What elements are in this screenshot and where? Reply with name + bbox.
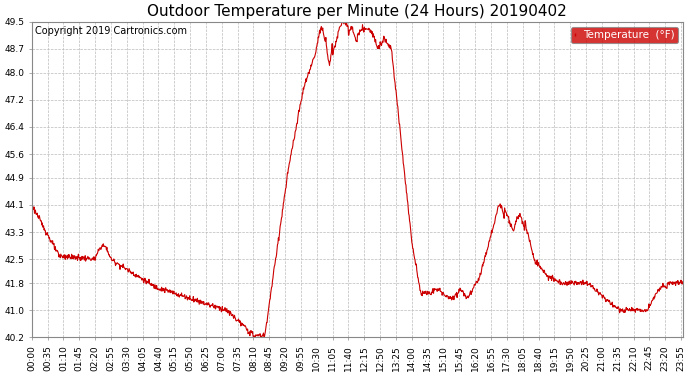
Title: Outdoor Temperature per Minute (24 Hours) 20190402: Outdoor Temperature per Minute (24 Hours… [148,4,567,19]
Text: Copyright 2019 Cartronics.com: Copyright 2019 Cartronics.com [35,27,187,36]
Legend: Temperature  (°F): Temperature (°F) [571,27,678,43]
